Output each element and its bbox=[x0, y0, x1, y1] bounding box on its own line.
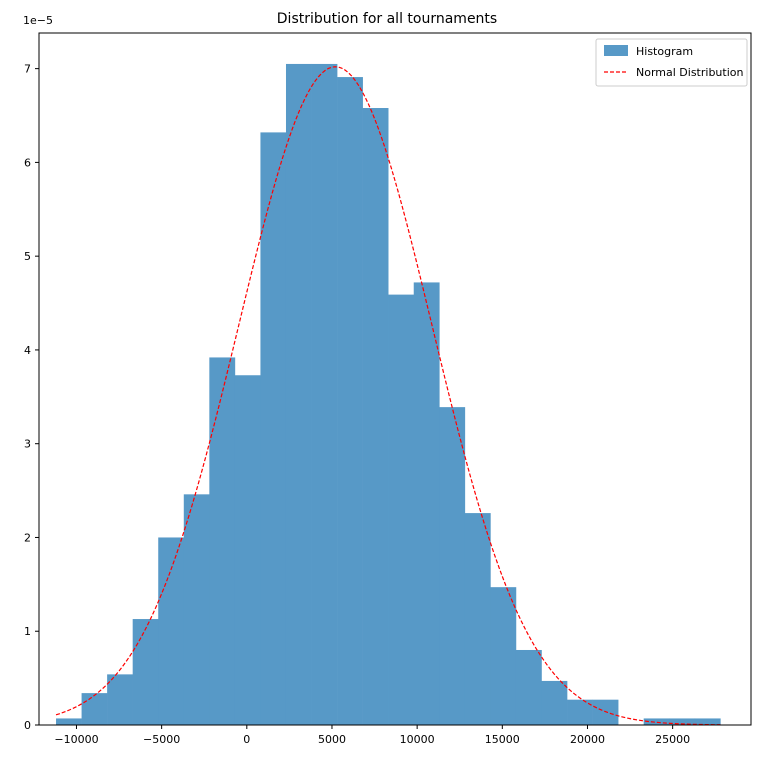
histogram-bar-12 bbox=[362, 108, 389, 725]
y-tick-label: 3 bbox=[24, 438, 31, 451]
histogram-bars bbox=[56, 63, 721, 726]
plot-frame bbox=[38, 32, 752, 726]
x-tick-label: 20000 bbox=[570, 733, 605, 746]
histogram-bar-24 bbox=[669, 718, 696, 725]
histogram-bar-14 bbox=[413, 282, 440, 725]
histogram-bar-21 bbox=[592, 699, 619, 725]
y-tick-label: 0 bbox=[24, 719, 31, 732]
normal-distribution-line bbox=[55, 66, 721, 726]
histogram-bar-2 bbox=[107, 674, 133, 725]
y-tick-label: 1 bbox=[24, 625, 31, 638]
y-tick-label: 6 bbox=[24, 156, 31, 169]
legend-box bbox=[595, 38, 748, 87]
histogram-bar-3 bbox=[132, 619, 159, 725]
y-axis-offset-label: 1e−5 bbox=[23, 14, 53, 27]
x-tick-label: −5000 bbox=[143, 733, 180, 746]
x-tick-label: 10000 bbox=[400, 733, 435, 746]
y-tick-label: 4 bbox=[24, 344, 31, 357]
y-tick-label: 2 bbox=[24, 531, 31, 544]
legend-histogram-swatch bbox=[604, 45, 628, 56]
histogram-bar-13 bbox=[388, 294, 415, 725]
histogram-bar-16 bbox=[464, 513, 491, 725]
x-tick-label: 5000 bbox=[318, 733, 346, 746]
histogram-bar-0 bbox=[56, 718, 82, 725]
y-tick-label: 5 bbox=[24, 250, 31, 263]
histogram-bar-19 bbox=[541, 680, 568, 725]
chart-title: Distribution for all tournaments bbox=[277, 11, 497, 27]
histogram-bar-6 bbox=[209, 357, 236, 725]
histogram-bar-7 bbox=[234, 375, 261, 725]
histogram-bar-17 bbox=[490, 587, 517, 725]
histogram-bar-10 bbox=[311, 63, 338, 725]
histogram-bar-18 bbox=[515, 649, 542, 725]
histogram-bar-1 bbox=[81, 693, 108, 725]
x-tick-label: −10000 bbox=[54, 733, 98, 746]
x-axis: −10000 −5000 0 5000 10000 15000 20000 25000 bbox=[54, 725, 690, 746]
y-tick-label: 7 bbox=[24, 63, 31, 76]
x-tick-label: 15000 bbox=[485, 733, 520, 746]
legend-normal-label: Normal Distribution bbox=[636, 66, 743, 79]
histogram-bar-23 bbox=[643, 718, 670, 725]
x-tick-label: 0 bbox=[243, 733, 250, 746]
x-tick-label: 25000 bbox=[655, 733, 690, 746]
histogram-bar-4 bbox=[158, 537, 185, 725]
histogram-bar-5 bbox=[183, 494, 210, 725]
legend-histogram-label: Histogram bbox=[636, 45, 693, 58]
histogram-bar-11 bbox=[337, 77, 363, 726]
histogram-bar-8 bbox=[260, 132, 287, 726]
legend: Histogram Normal Distribution bbox=[595, 38, 748, 87]
histogram-bar-15 bbox=[439, 407, 466, 725]
histogram-bar-25 bbox=[694, 718, 721, 725]
histogram-bar-9 bbox=[285, 63, 312, 725]
y-axis: 0 1 2 3 4 5 6 7 bbox=[24, 63, 39, 732]
